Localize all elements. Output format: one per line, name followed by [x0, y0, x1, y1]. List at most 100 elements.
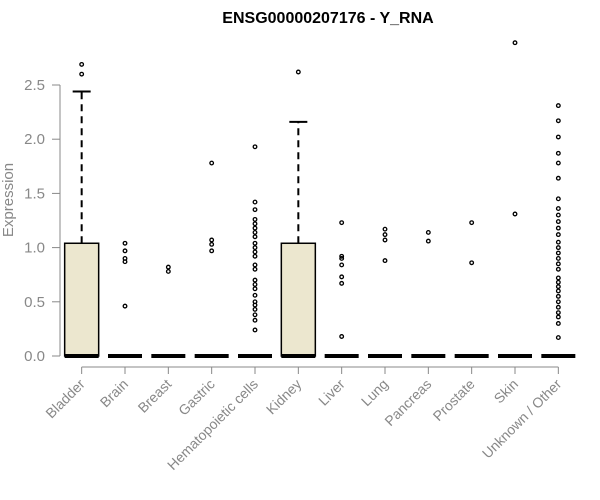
x-tick-label: Pancreas — [381, 376, 434, 429]
outlier-point — [122, 255, 128, 261]
outlier-point — [469, 220, 475, 226]
x-tick-label: Prostate — [430, 376, 478, 424]
box-bladder — [63, 61, 100, 358]
outlier-point — [252, 312, 258, 318]
outlier-point — [555, 134, 561, 140]
x-tick-label: Skin — [491, 376, 522, 407]
outlier-point — [252, 317, 258, 323]
outlier-point — [382, 237, 388, 243]
outlier-point — [555, 196, 561, 202]
outlier-point — [252, 221, 258, 227]
outlier-point — [252, 144, 258, 150]
box-body — [280, 242, 317, 357]
outlier-point — [555, 239, 561, 245]
outlier-point — [252, 225, 258, 231]
outlier-point — [79, 61, 85, 67]
outlier-point — [425, 229, 431, 235]
outlier-point — [252, 207, 258, 213]
box-body — [63, 242, 100, 357]
outlier-point — [252, 199, 258, 205]
outlier-point — [555, 206, 561, 212]
outlier-point — [122, 240, 128, 246]
outlier-point — [555, 284, 561, 290]
outlier-point — [382, 258, 388, 264]
outlier-point — [555, 275, 561, 281]
outlier-point — [555, 225, 561, 231]
outlier-point — [165, 268, 171, 274]
outlier-point — [555, 314, 561, 320]
outlier-point — [295, 69, 301, 75]
outlier-point — [339, 255, 345, 261]
box-pancreas — [411, 229, 446, 358]
y-tick-label: 0.0 — [24, 348, 45, 365]
outlier-point — [252, 306, 258, 312]
outlier-point — [252, 277, 258, 283]
chart-title: ENSG00000207176 - Y_RNA — [222, 10, 434, 27]
outlier-point — [555, 335, 561, 341]
box-brain — [108, 240, 142, 358]
outlier-point — [425, 238, 431, 244]
outlier-point — [252, 327, 258, 333]
outlier-point — [555, 250, 561, 256]
outlier-point — [252, 292, 258, 298]
outlier-point — [555, 118, 561, 124]
outlier-point — [555, 304, 561, 310]
outlier-point — [252, 282, 258, 287]
box-skin — [498, 40, 532, 358]
outlier-point — [252, 229, 258, 235]
outlier-point — [382, 226, 388, 232]
plot-area — [63, 40, 576, 358]
outlier-point — [555, 160, 561, 166]
outlier-point — [339, 220, 345, 226]
outlier-point — [209, 241, 215, 247]
outlier-point — [79, 71, 85, 77]
x-tick-label: Gastric — [175, 376, 218, 419]
outlier-point — [555, 245, 561, 251]
outlier-point — [382, 232, 388, 238]
box-breast — [151, 264, 186, 358]
outlier-point — [209, 248, 215, 254]
y-axis: 0.0 0.5 1.0 1.5 2.0 2.5 — [24, 77, 61, 365]
outlier-point — [339, 274, 345, 280]
x-tick-label: Kidney — [263, 376, 305, 418]
outlier-point — [339, 334, 345, 339]
outlier-point — [555, 293, 561, 299]
box-liver — [324, 220, 359, 358]
outlier-point — [555, 321, 561, 326]
y-tick-label: 2.5 — [24, 77, 45, 94]
outlier-point — [252, 234, 258, 240]
outlier-point — [252, 266, 258, 272]
outlier-point — [555, 103, 561, 109]
outlier-point — [555, 219, 561, 225]
y-tick-label: 1.0 — [24, 240, 45, 257]
outlier-point — [252, 286, 258, 292]
x-tick-label: Unknown / Other — [479, 376, 565, 462]
outlier-point — [252, 245, 258, 251]
outlier-point — [252, 299, 258, 305]
x-tick-label: Breast — [135, 376, 175, 416]
outlier-point — [339, 262, 345, 268]
outlier-point — [252, 240, 258, 246]
outlier-point — [555, 232, 561, 238]
outlier-point — [555, 175, 561, 181]
x-tick-label: Lung — [358, 376, 391, 409]
box-kidney — [280, 69, 317, 358]
outlier-point — [555, 150, 561, 156]
y-tick-label: 2.0 — [24, 131, 45, 148]
outlier-point — [512, 211, 518, 217]
box-lung — [368, 226, 402, 358]
y-axis-label: Expression — [0, 163, 17, 237]
outlier-point — [469, 260, 475, 266]
box-unknown-other — [541, 103, 576, 358]
x-tick-label: Liver — [315, 376, 348, 409]
y-tick-label: 0.5 — [24, 294, 45, 311]
outlier-point — [555, 266, 561, 272]
outlier-point — [252, 249, 258, 255]
outlier-point — [209, 237, 215, 243]
box-prostate — [454, 220, 489, 358]
outlier-point — [122, 303, 128, 309]
outlier-point — [252, 216, 258, 222]
x-tick-label: Bladder — [42, 376, 88, 422]
